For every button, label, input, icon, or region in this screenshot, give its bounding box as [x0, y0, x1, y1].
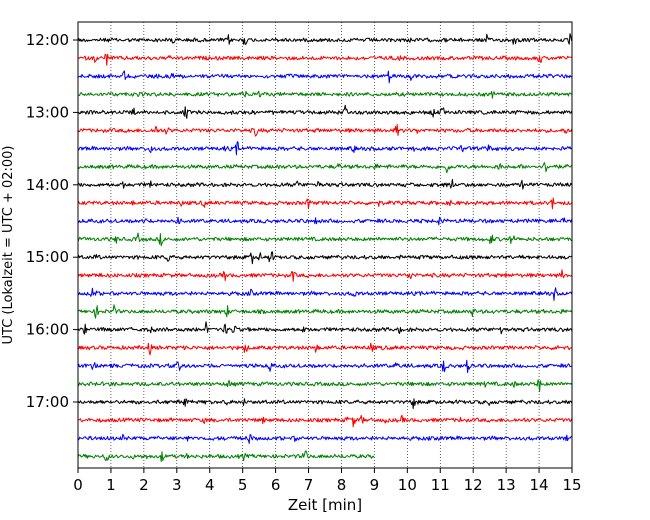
trace-1730: [77, 433, 572, 444]
y-tick-label: 16:00: [26, 321, 69, 339]
trace-1415: [77, 197, 573, 210]
x-tick-label: 15: [562, 476, 581, 494]
x-tick-label: 4: [205, 476, 215, 494]
x-axis: 0 1 2 3 4 5 6 7 8 9 10 11 12 13 14 15: [73, 468, 582, 494]
trace-1315: [77, 124, 573, 137]
x-tick-label: 6: [271, 476, 281, 494]
x-tick-label: 12: [464, 476, 483, 494]
y-tick-label: 17:00: [26, 393, 69, 411]
plot-frame: [77, 21, 573, 469]
trace-1530: [77, 287, 573, 301]
trace-1200: [77, 33, 573, 45]
trace-1445: [77, 232, 573, 247]
trace-1745: [77, 450, 375, 462]
trace-1715: [77, 414, 573, 428]
x-tick-label: 1: [106, 476, 116, 494]
trace-1245: [77, 90, 572, 99]
trace-series: [77, 33, 573, 462]
trace-1215: [77, 53, 572, 66]
x-tick-label: 5: [238, 476, 248, 494]
trace-1700: [77, 398, 573, 410]
x-tick-label: 3: [172, 476, 182, 494]
trace-1345: [77, 162, 572, 174]
y-tick-label: 13:00: [26, 103, 69, 121]
vertical-grid: [110, 22, 540, 468]
trace-1515: [77, 269, 572, 282]
x-tick-label: 9: [370, 476, 380, 494]
x-tick-label: 10: [398, 476, 417, 494]
y-axis-title: UTC (Lokalzeit = UTC + 02:00): [1, 146, 16, 345]
y-axis: 12:00 13:00 14:00 15:00 16:00 17:00: [26, 31, 78, 411]
trace-1615: [77, 342, 572, 356]
x-axis-title: Zeit [min]: [288, 496, 362, 514]
x-tick-label: 13: [497, 476, 516, 494]
trace-1630: [77, 359, 572, 373]
trace-1430: [77, 216, 573, 226]
trace-1230: [77, 70, 572, 84]
trace-1500: [77, 251, 572, 265]
y-tick-label: 14:00: [26, 176, 69, 194]
trace-1600: [77, 321, 573, 335]
trace-1300: [77, 104, 573, 119]
x-tick-label: 7: [304, 476, 314, 494]
x-tick-label: 8: [337, 476, 347, 494]
x-tick-label: 11: [431, 476, 450, 494]
trace-1545: [77, 304, 573, 319]
y-tick-label: 12:00: [26, 31, 69, 49]
y-tick-label: 15:00: [26, 248, 69, 266]
x-tick-label: 2: [139, 476, 149, 494]
trace-1330: [77, 141, 572, 156]
x-tick-label: 14: [530, 476, 549, 494]
trace-1400: [77, 178, 573, 190]
x-tick-label: 0: [73, 476, 83, 494]
trace-1645: [77, 379, 573, 393]
